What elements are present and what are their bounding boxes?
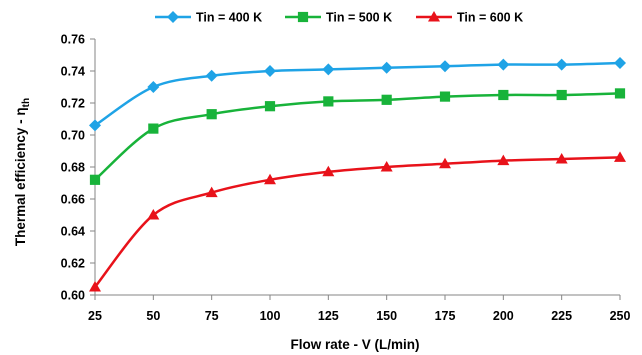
- data-point: [89, 281, 101, 292]
- x-axis-title: Flow rate - V (L/min): [290, 337, 419, 352]
- y-tick-label: 0.72: [61, 97, 85, 111]
- data-point: [322, 165, 335, 177]
- data-point: [555, 153, 568, 164]
- legend-label: Tin = 400 K: [196, 11, 262, 25]
- series-line: [94, 92, 621, 181]
- data-point: [380, 161, 393, 172]
- x-tick-label: 175: [435, 309, 456, 323]
- data-point: [555, 58, 568, 71]
- data-point: [439, 91, 451, 102]
- x-tick-label: 150: [376, 309, 397, 323]
- data-point: [439, 60, 451, 73]
- x-tick-label: 225: [551, 309, 572, 323]
- series-1: [89, 57, 626, 132]
- series-2: [89, 88, 626, 185]
- data-point: [614, 57, 626, 69]
- data-point: [322, 63, 335, 76]
- data-point: [89, 174, 101, 185]
- legend-label: Tin = 500 K: [326, 11, 392, 25]
- y-tick-label: 0.68: [61, 161, 85, 175]
- x-tick-label: 200: [493, 309, 514, 323]
- y-tick-label: 0.62: [61, 257, 85, 271]
- y-tick-label: 0.76: [61, 33, 85, 47]
- series-line: [94, 156, 621, 288]
- y-axis-title-main: Thermal efficiency - η: [13, 107, 28, 246]
- series-3: [89, 151, 626, 292]
- data-point: [205, 186, 218, 198]
- data-point: [206, 109, 217, 120]
- data-point: [497, 154, 510, 166]
- y-tick-label: 0.64: [61, 225, 85, 239]
- data-point: [264, 101, 276, 112]
- y-axis-title-subscript: th: [21, 98, 32, 107]
- data-point: [147, 81, 160, 93]
- data-point: [89, 119, 101, 132]
- x-tick-label: 125: [318, 309, 339, 323]
- data-point: [264, 173, 276, 185]
- x-tick-label: 25: [88, 309, 102, 323]
- legend-marker: [167, 11, 179, 23]
- x-tick-label: 100: [260, 309, 281, 323]
- legend-marker: [428, 11, 440, 22]
- data-point: [381, 94, 392, 105]
- y-tick-label: 0.70: [61, 129, 85, 143]
- y-tick-label: 0.60: [61, 289, 85, 303]
- data-point: [323, 96, 334, 107]
- data-point: [498, 89, 509, 101]
- series-line: [94, 61, 621, 127]
- data-point: [556, 89, 567, 101]
- y-tick-label: 0.74: [61, 65, 85, 79]
- y-axis-title: Thermal efficiency - ηth: [13, 98, 32, 246]
- data-point: [614, 88, 626, 99]
- x-tick-label: 250: [610, 309, 631, 323]
- data-point: [439, 157, 451, 169]
- data-point: [497, 58, 510, 71]
- data-point: [380, 61, 393, 74]
- legend-marker: [297, 11, 309, 23]
- series-layer: [89, 57, 626, 292]
- legend-label: Tin = 600 K: [457, 11, 523, 25]
- y-tick-label: 0.66: [61, 193, 85, 207]
- legend-entry: Tin = 600 K: [416, 11, 523, 25]
- data-point: [264, 65, 276, 77]
- data-point: [148, 123, 159, 134]
- data-point: [205, 69, 218, 82]
- axes: 0.60 0.62 0.64 0.66 0.68 0.70 0.72 0.74 0.76 25 50…: [61, 33, 631, 324]
- data-point: [614, 151, 626, 162]
- x-tick-label: 50: [146, 309, 160, 323]
- data-point: [147, 209, 160, 220]
- legend-entry: Tin = 500 K: [285, 11, 392, 25]
- legend: Tin = 400 K Tin = 500 K Tin = 600 K: [155, 11, 523, 25]
- legend-entry: Tin = 400 K: [155, 11, 262, 25]
- x-tick-label: 75: [205, 309, 219, 323]
